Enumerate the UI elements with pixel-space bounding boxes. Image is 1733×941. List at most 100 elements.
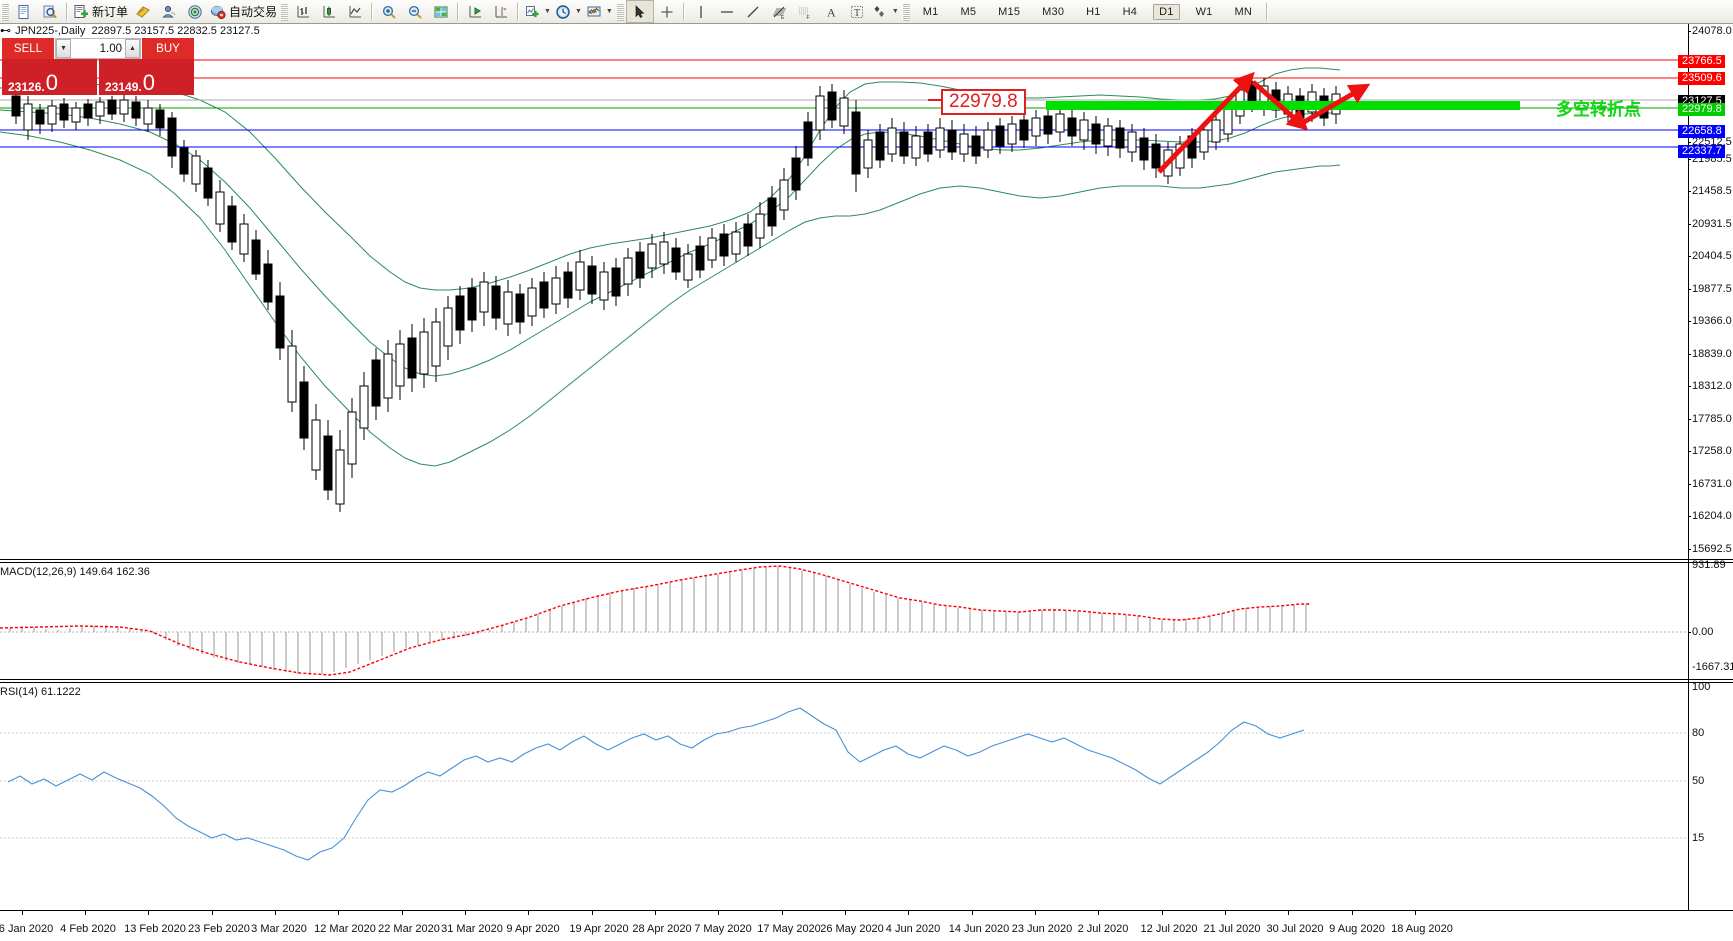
price-tick-17258: 17258.0 <box>1688 445 1732 457</box>
date-label-12: 7 May 2020 <box>694 923 752 935</box>
expert-advisors-icon[interactable] <box>156 1 182 22</box>
trend-arrow-up-1 <box>1157 71 1255 174</box>
volume-decrease-icon[interactable]: ▼ <box>56 39 71 58</box>
date-tick <box>718 911 719 915</box>
tile-windows-icon[interactable] <box>428 1 454 22</box>
chevron-down-icon-4[interactable]: ▼ <box>891 8 899 15</box>
date-tick <box>972 911 973 915</box>
zoom-out-icon[interactable] <box>402 1 428 22</box>
auto-trading-label: 自动交易 <box>229 5 278 19</box>
price-tick-16731: 16731.0 <box>1688 478 1732 490</box>
date-label-13: 17 May 2020 <box>757 923 821 935</box>
price-tick-20931: 20931.5 <box>1688 218 1732 230</box>
timeframe-mn[interactable]: MN <box>1223 1 1263 22</box>
one-click-trading-panel[interactable]: SELL ▼ 1.00 ▲ BUY 23126. 0 23149. 0 <box>2 38 194 95</box>
text-label-icon[interactable]: T <box>844 1 870 22</box>
date-label-18: 2 Jul 2020 <box>1077 923 1129 935</box>
trendline-icon[interactable] <box>740 1 766 22</box>
volume-stepper[interactable]: ▼ 1.00 ▲ <box>55 38 141 59</box>
date-tick <box>1415 911 1416 915</box>
macd-signal-line <box>0 565 1310 676</box>
pane-divider-macd-rsi[interactable] <box>0 679 1733 683</box>
sell-price[interactable]: 23126. 0 <box>2 59 97 95</box>
date-label-9: 9 Apr 2020 <box>506 923 560 935</box>
timeframe-m5[interactable]: M5 <box>949 1 987 22</box>
timeframe-h4-label: H4 <box>1122 5 1138 18</box>
toolbar-separator <box>66 2 68 21</box>
volume-value[interactable]: 1.00 <box>99 42 122 55</box>
fibonacci-icon[interactable]: E <box>766 1 792 22</box>
toolbar-grip-4[interactable] <box>901 2 910 21</box>
line-chart-icon[interactable] <box>342 1 368 22</box>
new-chart-icon[interactable] <box>11 1 37 22</box>
candlestick-chart-icon[interactable] <box>316 1 342 22</box>
bar-chart-icon[interactable] <box>290 1 316 22</box>
main-toolbar[interactable]: 新订单 自动交易 ▼ ▼ <box>0 0 1733 24</box>
network-icon[interactable] <box>182 1 208 22</box>
date-tick <box>1288 911 1289 915</box>
toolbar-separator-4 <box>517 2 520 21</box>
fibonacci-fan-icon[interactable]: F <box>792 1 818 22</box>
chevron-down-icon-2[interactable]: ▼ <box>574 8 582 15</box>
indicators-icon[interactable]: ▼ <box>522 1 553 22</box>
templates-icon[interactable]: ▼ <box>584 1 615 22</box>
chevron-down-icon[interactable]: ▼ <box>544 8 551 15</box>
toolbar-grip[interactable] <box>1 2 9 21</box>
svg-text:E: E <box>781 15 785 20</box>
time-axis-divider <box>0 910 1733 911</box>
date-tick <box>1162 911 1163 915</box>
auto-scroll-icon[interactable] <box>462 1 488 22</box>
shapes-icon[interactable]: ▼ <box>870 1 901 22</box>
zoom-in-icon[interactable] <box>376 1 402 22</box>
timeframe-h4[interactable]: H4 <box>1112 1 1148 22</box>
metaeditor-icon[interactable] <box>130 1 156 22</box>
timeframe-m15-label: M15 <box>998 5 1021 18</box>
candlestick-series <box>11 74 1341 512</box>
date-tick <box>655 911 656 915</box>
horizontal-line-icon[interactable] <box>714 1 740 22</box>
trade-panel-controls[interactable]: SELL ▼ 1.00 ▲ BUY <box>2 38 194 59</box>
timeframe-m1[interactable]: M1 <box>912 1 950 22</box>
turning-point-annotation[interactable]: 多空转折点 <box>1556 100 1641 120</box>
new-order-button[interactable]: 新订单 <box>71 1 130 22</box>
periods-icon[interactable]: ▼ <box>553 1 584 22</box>
macd-tick-label: 931.89 <box>1692 559 1726 571</box>
toolbar-grip-3[interactable] <box>615 2 624 21</box>
date-label-8: 31 Mar 2020 <box>441 923 503 935</box>
volume-increase-icon[interactable]: ▲ <box>125 39 140 58</box>
bollinger-lower-band <box>0 131 1341 467</box>
profiles-icon[interactable] <box>37 1 63 22</box>
chart-shift-icon[interactable] <box>488 1 514 22</box>
text-icon[interactable]: A <box>818 1 844 22</box>
crosshair-icon[interactable] <box>654 1 680 22</box>
chart-symbol-marker: ⊷ <box>0 25 15 37</box>
chart-symbol-line: ⊷ JPN225-,Daily 22897.5 23157.5 22832.5 … <box>0 24 260 37</box>
buy-button[interactable]: BUY <box>142 38 194 59</box>
rsi-tick-100: 100 <box>1692 681 1710 693</box>
auto-trading-button[interactable]: 自动交易 <box>208 1 279 22</box>
chevron-down-icon-3[interactable]: ▼ <box>605 8 613 15</box>
svg-text:T: T <box>854 8 860 19</box>
price-label-22658: 22658.8 <box>1678 125 1725 138</box>
rsi-tick-15: 15 <box>1692 832 1704 844</box>
buy-price[interactable]: 23149. 0 <box>99 59 194 95</box>
timeframe-w1[interactable]: W1 <box>1185 1 1224 22</box>
date-tick <box>908 911 909 915</box>
timeframe-m30[interactable]: M30 <box>1031 1 1075 22</box>
cursor-icon[interactable] <box>625 0 654 23</box>
timeframe-h1[interactable]: H1 <box>1075 1 1111 22</box>
date-label-4: 23 Feb 2020 <box>188 923 250 935</box>
price-flag-annotation[interactable]: 22979.8 <box>941 89 1026 115</box>
date-tick <box>528 911 529 915</box>
timeframe-m30-label: M30 <box>1042 5 1065 18</box>
vertical-line-icon[interactable] <box>688 1 714 22</box>
pane-divider-price-macd[interactable] <box>0 559 1733 563</box>
timeframe-d1[interactable]: D1 <box>1148 1 1184 22</box>
timeframe-m15[interactable]: M15 <box>987 1 1031 22</box>
sell-button[interactable]: SELL <box>2 38 54 59</box>
price-axis-divider <box>1688 24 1689 911</box>
macd-tick-931: 931.89 <box>1692 559 1726 571</box>
date-label-5: 3 Mar 2020 <box>251 923 307 935</box>
new-order-label: 新订单 <box>92 5 129 19</box>
toolbar-grip-2[interactable] <box>280 2 289 21</box>
